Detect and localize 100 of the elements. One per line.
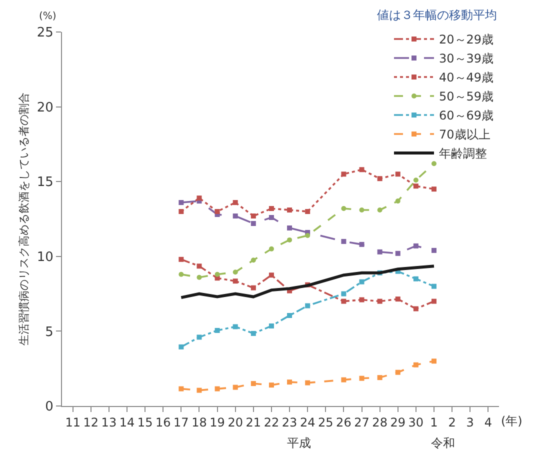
x-tick-label: 17 — [174, 415, 189, 430]
point — [359, 208, 364, 213]
point — [413, 276, 418, 282]
x-tick-label: 2 — [448, 415, 456, 430]
point — [268, 215, 274, 220]
point — [196, 196, 202, 201]
legend-label: 40～49歳 — [439, 70, 494, 85]
point — [377, 208, 382, 213]
x-tick-label: 12 — [83, 415, 99, 430]
point — [377, 249, 382, 254]
point — [359, 297, 364, 302]
point — [250, 214, 256, 219]
point — [250, 330, 256, 336]
x-tick-label: 30 — [408, 415, 424, 430]
point — [178, 386, 184, 392]
x-tick-label: 14 — [119, 415, 135, 430]
point — [268, 206, 274, 212]
point — [232, 270, 238, 275]
point — [268, 382, 274, 388]
point — [431, 248, 436, 253]
point — [287, 225, 292, 230]
x-tick-label: 27 — [354, 415, 370, 430]
point — [359, 376, 364, 381]
point — [287, 237, 292, 242]
point — [305, 303, 310, 308]
point — [196, 334, 202, 340]
point — [268, 272, 274, 278]
x-tick-label: 22 — [264, 415, 280, 430]
point — [413, 184, 418, 189]
point — [196, 388, 202, 393]
x-tick-label: 19 — [210, 415, 225, 430]
legend-label: 60～69歳 — [439, 108, 494, 123]
y-tick-label: 15 — [36, 175, 54, 190]
point — [250, 220, 256, 226]
point — [341, 377, 346, 382]
point — [250, 285, 256, 290]
point — [305, 380, 310, 386]
point — [232, 384, 238, 390]
point — [395, 250, 400, 256]
x-tick-label: 24 — [300, 415, 316, 430]
point — [431, 284, 436, 289]
point — [232, 200, 238, 206]
point — [413, 243, 418, 248]
point — [395, 172, 400, 177]
point — [305, 232, 310, 238]
point — [431, 161, 436, 166]
point — [413, 306, 418, 312]
point — [341, 206, 346, 212]
point — [377, 176, 382, 182]
x-tick-label: 25 — [318, 415, 334, 430]
x-tick-label: 15 — [137, 415, 153, 430]
point — [341, 238, 346, 244]
point — [232, 324, 238, 330]
text: 値は３年幅の移動平均 — [377, 8, 497, 22]
point — [377, 298, 382, 304]
point — [214, 328, 220, 333]
point — [214, 386, 220, 392]
x-tick-label: 4 — [484, 415, 492, 430]
x-tick-label: 16 — [155, 415, 171, 430]
y-tick-label: 20 — [36, 100, 54, 116]
legend-label: 20～29歳 — [439, 32, 494, 47]
point — [359, 242, 364, 247]
text: 令和 — [431, 436, 455, 450]
point — [341, 298, 346, 304]
text: 平成 — [287, 436, 311, 450]
point — [178, 209, 184, 214]
x-tick-label: 29 — [390, 415, 406, 430]
point — [395, 198, 400, 204]
point — [196, 274, 202, 280]
point — [287, 312, 292, 318]
legend-label: 年齢調整 — [439, 146, 487, 161]
legend-label: 50～59歳 — [439, 90, 494, 104]
point — [341, 291, 346, 296]
legend-label: 30～39歳 — [439, 52, 494, 66]
point — [250, 381, 256, 386]
x-tick-label: 20 — [228, 415, 243, 430]
x-tick-label: 21 — [246, 415, 262, 430]
point — [232, 214, 238, 219]
point — [268, 323, 274, 328]
point — [431, 298, 436, 304]
point — [395, 296, 400, 302]
x-tick-label: 13 — [101, 415, 117, 430]
point — [250, 258, 256, 263]
text: (%) — [39, 11, 56, 22]
point — [196, 264, 202, 269]
point — [287, 208, 292, 213]
y-tick-label: 10 — [36, 250, 54, 265]
point — [359, 279, 364, 284]
point — [431, 358, 436, 364]
point — [214, 272, 220, 277]
y-axis-title: 生活習慣病のリスク高める飲酒をしている者の割合 — [18, 92, 31, 346]
point — [395, 370, 400, 375]
point — [268, 246, 274, 252]
point — [377, 375, 382, 380]
point — [287, 380, 292, 385]
point — [178, 200, 184, 206]
y-tick-label: 0 — [45, 400, 54, 415]
point — [305, 209, 310, 214]
point — [178, 344, 184, 350]
line-series — [180, 264, 436, 300]
